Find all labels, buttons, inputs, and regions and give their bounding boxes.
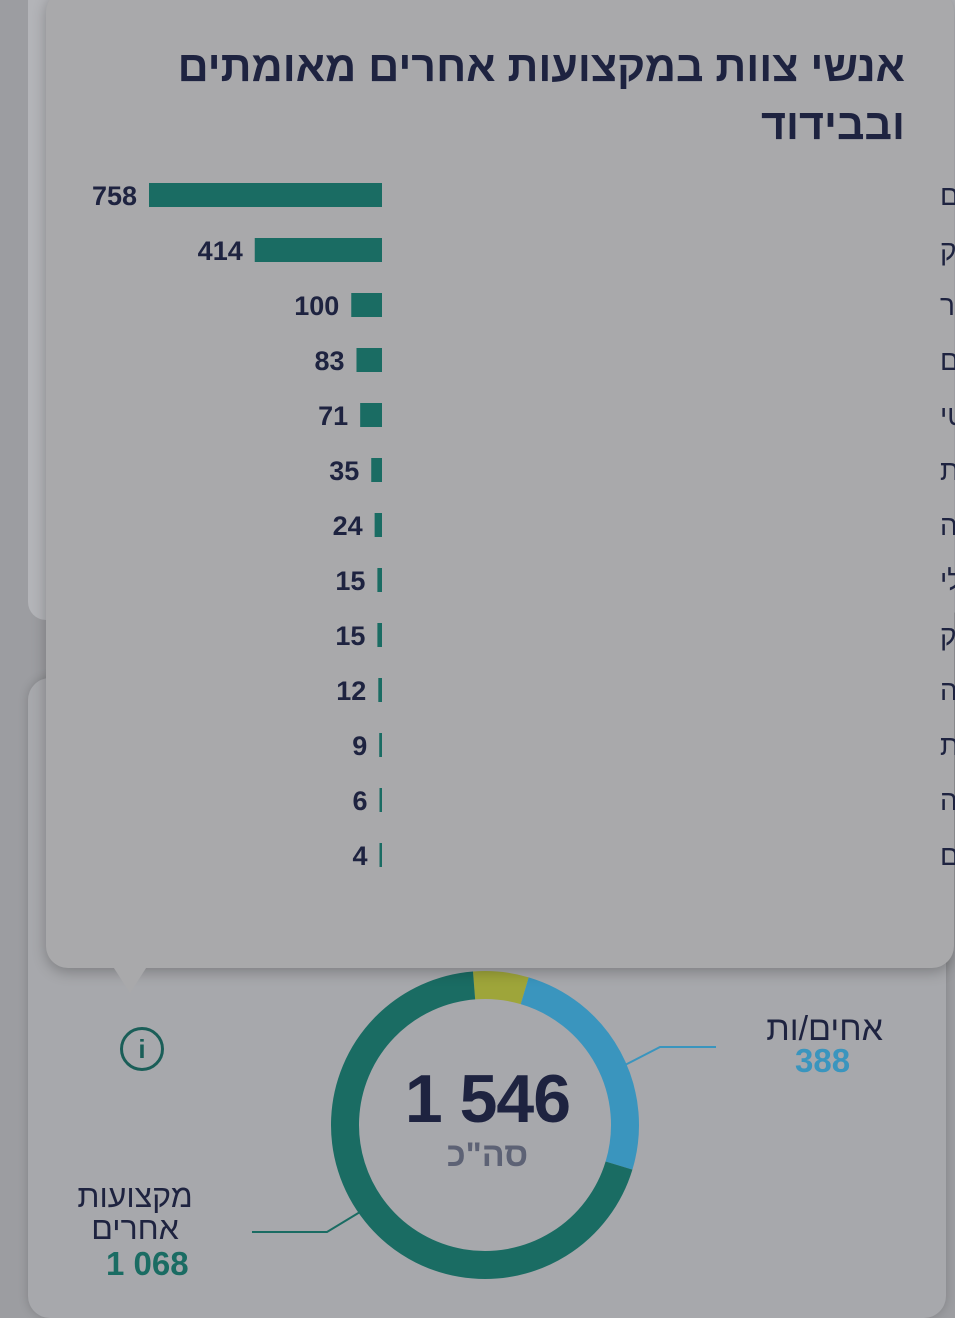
bar — [377, 623, 382, 647]
bar-category-label: מערך לוגיסטי — [940, 400, 955, 431]
bar-chart: 758 סקטורים אחרים 414 מינהל ומשק 100 כוח עזר 8… — [92, 180, 955, 871]
bar-category-label: פסיכולוגיה — [940, 785, 955, 816]
bar — [379, 788, 382, 812]
other-professions-label: מקצועות אחרים — [77, 1178, 193, 1246]
bar — [379, 733, 382, 757]
donut-slice — [472, 971, 529, 1005]
bar-category-label: פראמדיקים — [940, 840, 955, 871]
donut-chart — [331, 971, 639, 1279]
tooltip-popup — [46, 0, 954, 968]
chart-title: אנשי צוות במקצועות אחרים מאומתים ובבידוד — [177, 43, 905, 149]
bar-category-label: חובשי רפואת חירום — [940, 345, 955, 376]
bar-category-label: שירות סוציאלי — [940, 565, 955, 596]
bar — [360, 403, 382, 427]
bar-category-label: סקטורים אחרים — [940, 180, 955, 211]
bar-value-label: 71 — [318, 401, 348, 431]
tooltip-arrow — [112, 965, 148, 993]
bar-value-label: 35 — [329, 456, 359, 486]
bar-value-label: 100 — [294, 291, 339, 321]
nurses-label: אחים/ות — [766, 1010, 883, 1048]
bar — [374, 513, 382, 537]
bar-value-label: 24 — [333, 511, 363, 541]
bar-category-label: מינהל ומשק — [940, 235, 955, 266]
bar-category-label: רוקחות — [940, 455, 955, 486]
donut-slice — [331, 971, 633, 1279]
bar — [378, 678, 382, 702]
bar-value-label: 4 — [352, 841, 367, 871]
bar-value-label: 758 — [92, 181, 137, 211]
info-icon[interactable]: i — [120, 1027, 164, 1071]
bar — [356, 348, 382, 372]
bar-category-label: מעבדה — [940, 510, 955, 541]
bar-value-label: 414 — [198, 236, 243, 266]
bar — [254, 238, 382, 262]
bar — [379, 843, 382, 867]
bar — [149, 183, 382, 207]
bar — [377, 568, 382, 592]
bar-value-label: 15 — [335, 566, 365, 596]
bar-value-label: 6 — [352, 786, 367, 816]
total-label: סה"כ — [446, 1136, 529, 1174]
bar — [351, 293, 382, 317]
other-professions-value: 1 068 — [106, 1245, 189, 1282]
bar-category-label: ריפוי בעיסוק — [940, 620, 955, 651]
bar-value-label: 9 — [352, 731, 367, 761]
total-value: 1 546 — [404, 1061, 571, 1137]
nurses-value: 388 — [795, 1042, 851, 1079]
donut-slice — [520, 977, 639, 1170]
bar-category-label: קלינאות תקשורת — [940, 730, 955, 761]
bar-category-label: כוח עזר — [940, 290, 955, 321]
bar — [371, 458, 382, 482]
bar-value-label: 12 — [336, 676, 366, 706]
bar-value-label: 15 — [335, 621, 365, 651]
bar-category-label: פיזיותרפיה — [940, 675, 955, 706]
bar-value-label: 83 — [314, 346, 344, 376]
